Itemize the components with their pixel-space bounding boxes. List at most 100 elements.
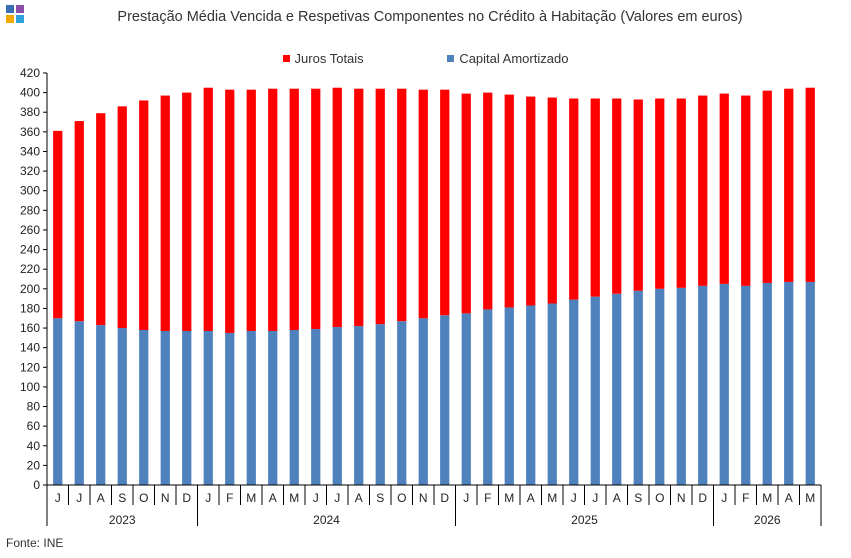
bar-juros-7 [203,87,213,331]
year-label-2023: 2023 [109,513,136,527]
x-tick-label-28: O [655,491,664,505]
bar-capital-4 [139,330,149,485]
bar-capital-31 [719,283,729,485]
bar-capital-16 [397,321,407,485]
bar-capital-25 [590,296,600,485]
bar-capital-1 [74,321,84,485]
bar-capital-22 [526,305,536,485]
x-tick-label-3: S [118,491,126,505]
bar-juros-12 [311,88,321,330]
y-tick-label-21: 420 [20,66,40,80]
bar-juros-32 [741,95,751,286]
bar-juros-24 [569,98,579,300]
x-tick-label-18: D [440,491,449,505]
bar-capital-24 [569,299,579,485]
bar-juros-5 [160,95,170,331]
bar-juros-4 [139,100,149,331]
legend-label-juros: Juros Totais [294,51,364,66]
bar-juros-31 [719,93,729,284]
bar-capital-34 [784,281,794,485]
x-tick-label-35: M [805,491,815,505]
x-tick-label-4: O [139,491,148,505]
x-tick-label-23: M [547,491,557,505]
bar-juros-14 [354,88,364,327]
bar-capital-3 [117,328,127,485]
bar-capital-28 [655,288,665,485]
y-tick-label-14: 280 [20,203,40,217]
bar-juros-3 [117,106,127,329]
bar-capital-27 [633,290,643,485]
legend-swatch-capital [447,55,455,62]
bar-juros-27 [633,99,643,291]
x-tick-label-22: A [527,491,535,505]
y-tick-label-5: 100 [20,380,40,394]
logo-square-2 [16,5,24,13]
bar-juros-29 [676,98,686,288]
y-tick-label-11: 220 [20,262,40,276]
y-tick-label-19: 380 [20,105,40,119]
x-tick-label-30: D [698,491,707,505]
bar-capital-11 [289,330,299,485]
bar-juros-20 [483,92,493,310]
x-tick-label-5: N [161,491,170,505]
bar-capital-29 [676,287,686,485]
bar-juros-23 [547,97,557,304]
y-tick-label-18: 360 [20,125,40,139]
x-tick-label-2: A [97,491,105,505]
bar-juros-28 [655,98,665,289]
x-tick-label-31: J [721,491,727,505]
y-tick-label-2: 40 [27,439,41,453]
y-tick-label-16: 320 [20,164,40,178]
bar-capital-9 [246,330,256,485]
bar-capital-19 [461,313,471,485]
bar-capital-32 [741,285,751,485]
bar-juros-35 [805,87,815,282]
y-tick-label-0: 0 [33,478,40,492]
x-tick-label-13: J [334,491,340,505]
y-tick-label-17: 340 [20,144,40,158]
x-tick-label-10: A [269,491,277,505]
bar-capital-33 [762,282,772,485]
bar-juros-25 [590,98,600,297]
x-tick-label-15: S [376,491,384,505]
bar-capital-12 [311,329,321,485]
y-tick-label-4: 80 [27,400,41,414]
x-tick-label-9: M [246,491,256,505]
year-label-2024: 2024 [313,513,340,527]
logo-square-4 [16,15,24,23]
x-tick-label-27: S [634,491,642,505]
legend-item-capital: Capital Amortizado [447,51,568,66]
bar-juros-0 [53,130,63,319]
legend-item-juros: Juros Totais [282,51,364,66]
bar-juros-30 [698,95,708,286]
y-tick-label-8: 160 [20,321,40,335]
x-tick-label-32: F [742,491,749,505]
bar-juros-18 [440,89,450,316]
y-tick-label-1: 20 [27,458,41,472]
bar-juros-10 [268,88,278,331]
x-tick-label-6: D [182,491,191,505]
y-tick-label-9: 180 [20,301,40,315]
logo-square-1 [6,5,14,13]
bar-capital-20 [483,309,493,485]
bar-capital-21 [504,307,514,485]
bar-capital-14 [354,326,364,485]
x-tick-label-12: J [313,491,319,505]
x-tick-label-20: F [484,491,491,505]
x-tick-label-11: M [289,491,299,505]
bar-capital-26 [612,293,622,485]
x-tick-label-33: M [762,491,772,505]
x-tick-label-16: O [397,491,406,505]
x-tick-label-7: J [205,491,211,505]
bar-capital-35 [805,281,815,485]
bar-juros-9 [246,89,256,331]
bar-juros-6 [182,92,192,331]
bar-juros-22 [526,96,536,306]
x-tick-label-0: J [55,491,61,505]
y-tick-label-3: 60 [27,419,41,433]
x-tick-label-29: N [677,491,686,505]
logo-square-3 [6,15,14,23]
y-tick-label-6: 120 [20,360,40,374]
chart-legend: Juros Totais Capital Amortizado [0,51,851,66]
